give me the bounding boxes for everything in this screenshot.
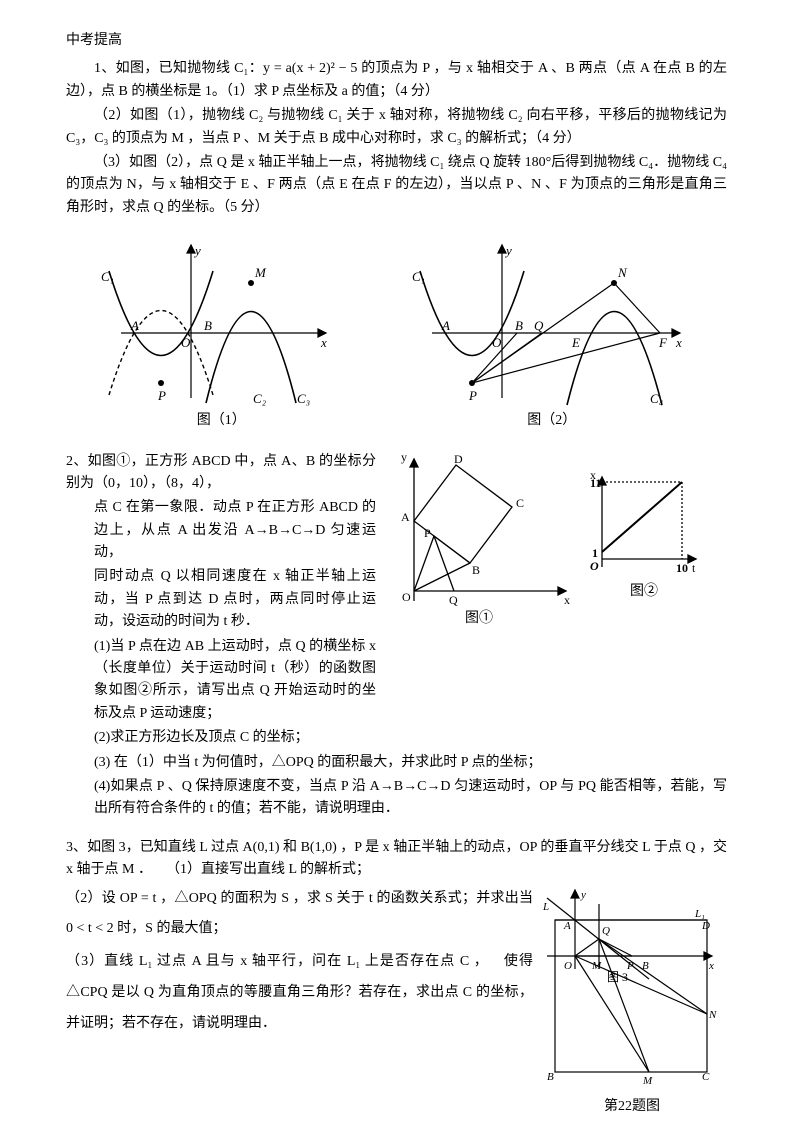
q2-l2: 同时动点 Q 以相同速度在 x 轴正半轴上运动，当 P 点到达 D 点时，两点同… xyxy=(66,566,376,633)
svg-text:C: C xyxy=(702,1071,710,1083)
svg-text:10: 10 xyxy=(676,561,688,575)
svg-text:O: O xyxy=(492,335,502,350)
q1-line3: （3）如图（2），点 Q 是 x 轴正半轴上一点，将抛物线 C₁ 绕点 Q 旋转… xyxy=(66,152,727,219)
svg-text:Q: Q xyxy=(602,925,610,937)
q3-figure-wrap: y L L₁ A Q D O M P B x N B M C 图 3 xyxy=(537,884,727,1118)
svg-text:B: B xyxy=(472,563,480,577)
q2-l5: (3) 在（1）中当 t 为何值时，△OPQ 的面积最大，并求此时 P 点的坐标… xyxy=(66,752,727,774)
q3-inner-cap: 图 3 xyxy=(607,970,628,984)
q1-figure1-svg: C₁ y A B O x P M C₂ C₃ xyxy=(101,233,341,408)
svg-text:y: y xyxy=(580,889,586,901)
document-page: 中考提高 1、如图，已知抛物线 C₁：y = a(x + 2)² − 5 的顶点… xyxy=(0,0,793,1122)
q1-fig2-caption: 图（2） xyxy=(412,410,692,432)
svg-text:C₁: C₁ xyxy=(412,269,425,284)
svg-text:E: E xyxy=(571,335,580,350)
svg-text:t: t xyxy=(692,561,696,575)
q3-line1: 3、如图 3，已知直线 L 过点 A(0,1) 和 B(1,0) ，P 是 x … xyxy=(66,837,727,882)
q2-fig1-svg: y x O A B C D P Q xyxy=(384,451,574,606)
q2-fig1-wrap: y x O A B C D P Q 图① xyxy=(384,451,574,630)
q1-figure2-svg: C₁ y A B Q O E F x P N C₄ xyxy=(412,233,692,408)
q2-fig2-wrap: 11 1 10 t x O 图② xyxy=(584,469,704,603)
svg-text:O: O xyxy=(590,559,599,573)
q2-fig1-caption: 图① xyxy=(384,608,574,630)
svg-text:D: D xyxy=(701,920,710,932)
svg-text:1: 1 xyxy=(592,546,598,560)
svg-text:P: P xyxy=(468,388,477,403)
q2-fig2-caption: 图② xyxy=(584,581,704,603)
svg-text:C₂: C₂ xyxy=(253,391,267,406)
svg-text:N: N xyxy=(708,1009,717,1021)
svg-text:B: B xyxy=(204,318,212,333)
q1-fig1-caption: 图（1） xyxy=(101,410,341,432)
q2-l4: (2)求正方形边长及顶点 C 的坐标； xyxy=(66,727,727,749)
svg-text:Q: Q xyxy=(534,318,544,333)
svg-text:x: x xyxy=(590,469,596,482)
svg-text:B: B xyxy=(642,960,649,972)
svg-text:x: x xyxy=(708,960,714,972)
q1-figure2-wrap: C₁ y A B Q O E F x P N C₄ 图（2） xyxy=(412,233,692,432)
svg-text:N: N xyxy=(617,265,628,280)
svg-text:D: D xyxy=(454,452,463,466)
svg-text:F: F xyxy=(658,335,668,350)
svg-text:y: y xyxy=(401,451,407,464)
q2-fig2-svg: 11 1 10 t x O xyxy=(584,469,704,579)
q1-line2: （2）如图（1），抛物线 C₂ 与抛物线 C₁ 关于 x 轴对称，将抛物线 C₂… xyxy=(66,105,727,150)
q3-fig-svg: y L L₁ A Q D O M P B x N B M C 图 3 xyxy=(537,884,727,1094)
q1-figure1-wrap: C₁ y A B O x P M C₂ C₃ 图（1） xyxy=(101,233,341,432)
svg-text:O: O xyxy=(564,960,572,972)
q3-line3: （3）直线 L₁ 过点 A 且与 x 轴平行，问在 L₁ 上是否存在点 C ， … xyxy=(66,947,533,1039)
q3-textcol: （2）设 OP = t ，△OPQ 的面积为 S ，求 S 关于 t 的函数关系… xyxy=(66,884,533,1118)
page-title: 中考提高 xyxy=(66,30,727,52)
q2-figures: y x O A B C D P Q 图① xyxy=(384,451,704,728)
q2-l1: 点 C 在第一象限．动点 P 在正方形 ABCD 的边上，从点 A 出发沿 A→… xyxy=(66,497,376,564)
svg-text:O: O xyxy=(402,590,411,604)
svg-text:A: A xyxy=(563,920,571,932)
q3-block: （2）设 OP = t ，△OPQ 的面积为 S ，求 S 关于 t 的函数关系… xyxy=(66,884,727,1118)
svg-text:B: B xyxy=(547,1071,554,1083)
q3-line2: （2）设 OP = t ，△OPQ 的面积为 S ，求 S 关于 t 的函数关系… xyxy=(66,884,533,946)
svg-text:A: A xyxy=(401,510,410,524)
q2-l3: (1)当 P 点在边 AB 上运动时，点 Q 的横坐标 x（长度单位）关于运动时… xyxy=(66,636,376,726)
q2-textcol: 2、如图①，正方形 ABCD 中，点 A、B 的坐标分别为（0，10），（8，4… xyxy=(66,451,376,728)
svg-text:P: P xyxy=(157,388,166,403)
svg-text:x: x xyxy=(675,335,682,350)
svg-text:y: y xyxy=(504,243,512,258)
q1-figures: C₁ y A B O x P M C₂ C₃ 图（1） xyxy=(66,233,727,432)
q2-indented: 点 C 在第一象限．动点 P 在正方形 ABCD 的边上，从点 A 出发沿 A→… xyxy=(66,497,376,725)
svg-text:L: L xyxy=(542,901,549,913)
svg-text:M: M xyxy=(254,265,267,280)
svg-text:y: y xyxy=(193,243,201,258)
svg-text:C₃: C₃ xyxy=(297,391,310,406)
svg-text:O: O xyxy=(181,335,191,350)
svg-text:L₁: L₁ xyxy=(694,908,705,920)
svg-text:M: M xyxy=(642,1075,653,1087)
q2-l6: (4)如果点 P 、Q 保持原速度不变，当点 P 沿 A→B→C→D 匀速运动时… xyxy=(66,776,727,821)
q1-line1: 1、如图，已知抛物线 C₁：y = a(x + 2)² − 5 的顶点为 P ，… xyxy=(66,58,727,103)
svg-text:A: A xyxy=(441,318,450,333)
q3-bottom-cap: 第22题图 xyxy=(537,1096,727,1118)
q2-block: 2、如图①，正方形 ABCD 中，点 A、B 的坐标分别为（0，10），（8，4… xyxy=(66,451,727,728)
svg-text:C: C xyxy=(516,496,524,510)
svg-text:C₁: C₁ xyxy=(101,269,114,284)
svg-text:C₄: C₄ xyxy=(650,391,664,406)
svg-text:Q: Q xyxy=(449,593,458,606)
q2-lead: 2、如图①，正方形 ABCD 中，点 A、B 的坐标分别为（0，10），（8，4… xyxy=(66,451,376,496)
svg-text:x: x xyxy=(320,335,327,350)
svg-text:B: B xyxy=(515,318,523,333)
svg-text:x: x xyxy=(564,593,570,606)
svg-text:P: P xyxy=(424,526,431,540)
svg-text:A: A xyxy=(130,318,139,333)
svg-text:M: M xyxy=(591,960,602,972)
